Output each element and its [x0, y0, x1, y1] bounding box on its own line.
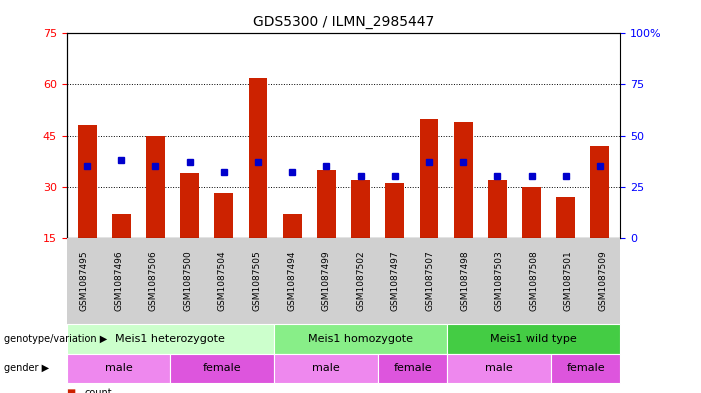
Text: GSM1087507: GSM1087507 — [426, 251, 435, 311]
Text: GSM1087503: GSM1087503 — [495, 251, 504, 311]
Bar — [590, 146, 609, 238]
Bar — [180, 173, 199, 238]
Bar — [146, 136, 165, 238]
Text: female: female — [203, 364, 242, 373]
Text: GSM1087495: GSM1087495 — [79, 251, 88, 311]
Bar — [249, 78, 267, 238]
Text: Meis1 homozygote: Meis1 homozygote — [308, 334, 414, 344]
Text: GSM1087502: GSM1087502 — [356, 251, 365, 311]
Text: Meis1 heterozygote: Meis1 heterozygote — [116, 334, 225, 344]
Text: GSM1087498: GSM1087498 — [460, 251, 469, 311]
Text: gender ▶: gender ▶ — [4, 364, 48, 373]
Text: GSM1087497: GSM1087497 — [391, 251, 400, 311]
Text: GDS5300 / ILMN_2985447: GDS5300 / ILMN_2985447 — [253, 15, 434, 29]
Text: male: male — [313, 364, 340, 373]
Bar — [215, 193, 233, 238]
Bar — [112, 214, 130, 238]
Text: female: female — [393, 364, 432, 373]
Bar — [557, 197, 575, 238]
Text: GSM1087500: GSM1087500 — [183, 251, 192, 311]
Text: ■: ■ — [67, 388, 76, 393]
Text: genotype/variation ▶: genotype/variation ▶ — [4, 334, 107, 344]
Text: GSM1087504: GSM1087504 — [218, 251, 227, 311]
Bar — [317, 170, 336, 238]
Text: GSM1087499: GSM1087499 — [322, 251, 331, 311]
Text: GSM1087494: GSM1087494 — [287, 251, 296, 311]
Text: Meis1 wild type: Meis1 wild type — [491, 334, 577, 344]
Text: male: male — [485, 364, 513, 373]
Bar — [351, 180, 370, 238]
Text: GSM1087505: GSM1087505 — [252, 251, 261, 311]
Bar — [386, 183, 404, 238]
Text: GSM1087501: GSM1087501 — [564, 251, 573, 311]
Bar — [420, 119, 438, 238]
Bar — [283, 214, 301, 238]
Text: GSM1087496: GSM1087496 — [114, 251, 123, 311]
Text: male: male — [104, 364, 132, 373]
Bar — [488, 180, 507, 238]
Bar — [78, 125, 97, 238]
Bar — [522, 187, 541, 238]
Bar — [454, 122, 472, 238]
Text: count: count — [84, 388, 111, 393]
Text: female: female — [566, 364, 605, 373]
Text: GSM1087506: GSM1087506 — [149, 251, 158, 311]
Text: GSM1087509: GSM1087509 — [599, 251, 608, 311]
Text: GSM1087508: GSM1087508 — [529, 251, 538, 311]
